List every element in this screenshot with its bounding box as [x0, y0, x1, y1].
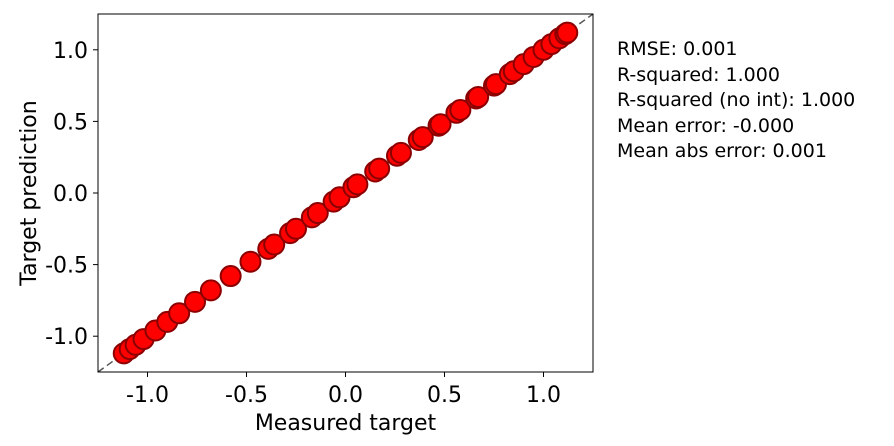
data-point [429, 113, 452, 136]
stats-panel: RMSE: 0.001 R-squared: 1.000 R-squared (… [617, 37, 855, 165]
x-tick-label: -1.0 [126, 383, 169, 408]
data-point [389, 141, 412, 164]
data-point [449, 98, 472, 121]
data-point [285, 217, 307, 240]
rmse-stat: RMSE: 0.001 [617, 38, 738, 60]
x-axis-label: Measured target [255, 411, 437, 436]
data-point [184, 290, 207, 313]
y-axis-label: Target prediction [17, 100, 42, 286]
data-point [467, 86, 490, 109]
y-tick-label: 1.0 [53, 39, 88, 64]
data-point [306, 202, 329, 225]
mean-abs-error-stat: Mean abs error: 0.001 [617, 140, 827, 162]
data-point [346, 173, 369, 196]
r-squared-stat: R-squared: 1.000 [617, 63, 780, 86]
x-tick-label: 0.5 [427, 383, 462, 408]
data-point [368, 157, 391, 180]
data-point [263, 233, 286, 256]
mean-error-stat: Mean error: -0.000 [617, 114, 795, 137]
data-point [168, 302, 191, 325]
x-tick-label: 0.0 [328, 383, 363, 408]
data-point [219, 265, 242, 288]
y-tick-label: -1.0 [45, 325, 88, 350]
y-tick-label: 0.0 [53, 182, 88, 207]
data-point [411, 126, 434, 149]
data-point [199, 279, 222, 302]
y-tick-label: 0.5 [53, 110, 88, 135]
x-tick-label: -0.5 [225, 383, 268, 408]
x-tick-label: 1.0 [526, 383, 561, 408]
data-point [556, 21, 579, 44]
y-tick-label: -0.5 [45, 254, 88, 279]
r-squared-no-int-stat: R-squared (no int): 1.000 [617, 89, 856, 111]
data-point [239, 250, 262, 273]
